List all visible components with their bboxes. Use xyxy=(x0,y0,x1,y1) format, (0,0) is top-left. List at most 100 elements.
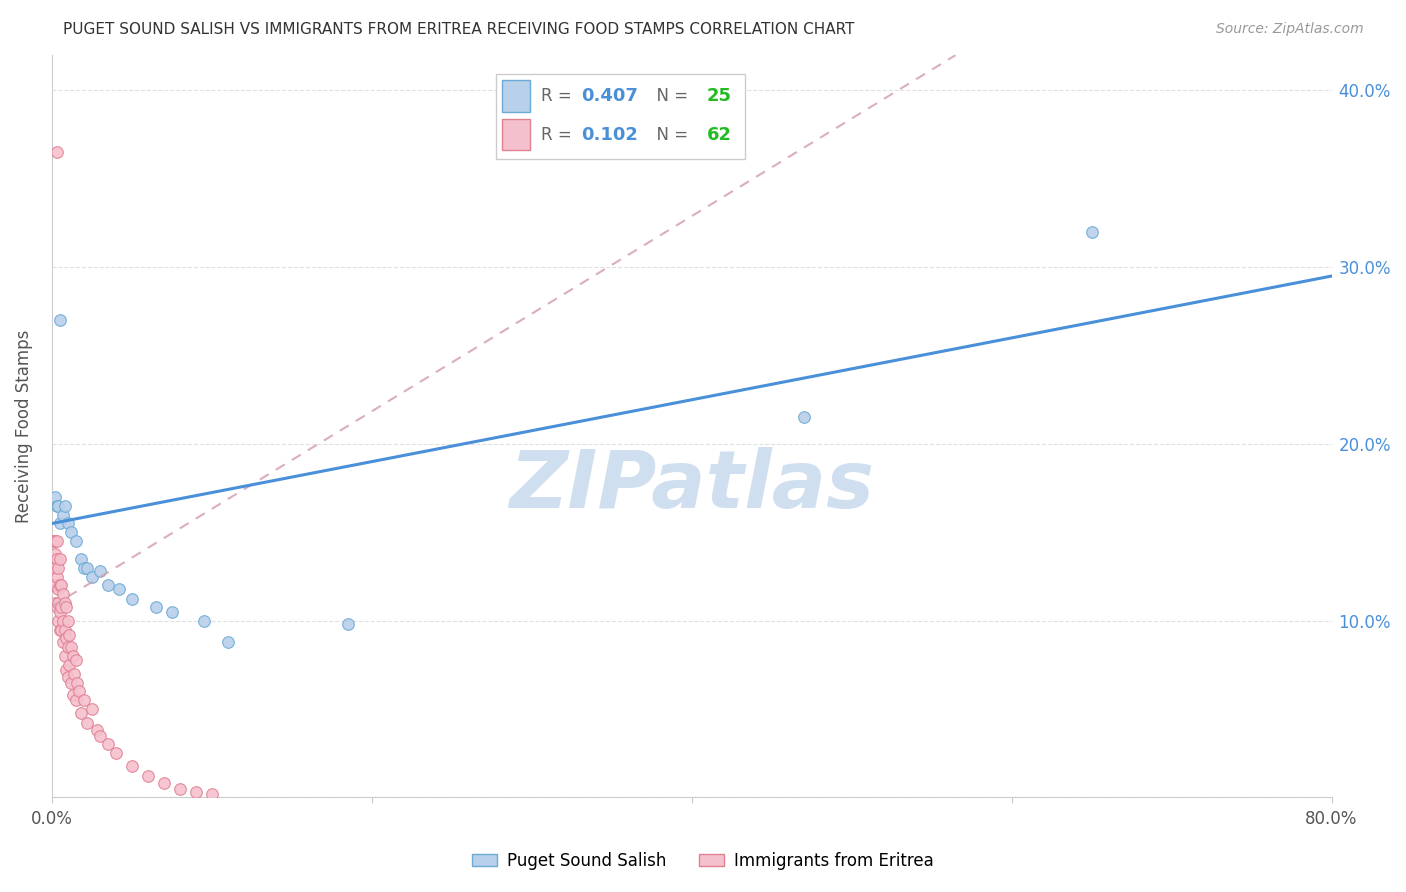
Point xyxy=(67,684,90,698)
Point xyxy=(53,648,76,663)
Point xyxy=(44,490,66,504)
Point xyxy=(45,145,67,160)
Point xyxy=(59,640,82,655)
Point xyxy=(184,785,207,799)
Point xyxy=(217,635,239,649)
Point xyxy=(193,614,215,628)
Point xyxy=(42,578,65,592)
Point xyxy=(69,552,91,566)
Text: 0.407: 0.407 xyxy=(582,87,638,105)
Point xyxy=(44,547,66,561)
Text: N =: N = xyxy=(645,87,693,105)
Point xyxy=(53,623,76,637)
Point xyxy=(58,657,80,672)
Text: PUGET SOUND SALISH VS IMMIGRANTS FROM ERITREA RECEIVING FOOD STAMPS CORRELATION : PUGET SOUND SALISH VS IMMIGRANTS FROM ER… xyxy=(63,22,855,37)
Point xyxy=(59,525,82,540)
Point xyxy=(69,706,91,720)
Text: R =: R = xyxy=(541,87,576,105)
Point xyxy=(52,508,75,522)
Text: R =: R = xyxy=(541,126,576,144)
Point xyxy=(97,578,120,592)
Point xyxy=(48,623,70,637)
Point xyxy=(152,776,174,790)
Point xyxy=(52,587,75,601)
Point xyxy=(97,738,120,752)
Point xyxy=(51,578,73,592)
Point xyxy=(56,614,79,628)
Point xyxy=(65,652,87,666)
Point xyxy=(56,516,79,531)
Point xyxy=(76,560,98,574)
Point xyxy=(44,596,66,610)
Point xyxy=(59,675,82,690)
Text: Source: ZipAtlas.com: Source: ZipAtlas.com xyxy=(1216,22,1364,37)
Point xyxy=(121,592,143,607)
Point xyxy=(42,560,65,574)
Point xyxy=(63,666,86,681)
Point xyxy=(48,552,70,566)
Point xyxy=(145,599,167,614)
Point xyxy=(48,578,70,592)
Point xyxy=(58,628,80,642)
Point xyxy=(160,605,183,619)
Point xyxy=(73,560,96,574)
Point xyxy=(53,596,76,610)
Point xyxy=(45,499,67,513)
Point xyxy=(46,582,69,596)
Point xyxy=(73,693,96,707)
Legend: Puget Sound Salish, Immigrants from Eritrea: Puget Sound Salish, Immigrants from Erit… xyxy=(465,846,941,877)
Point xyxy=(42,552,65,566)
Point xyxy=(86,723,108,738)
Text: ZIPatlas: ZIPatlas xyxy=(509,447,875,524)
FancyBboxPatch shape xyxy=(502,80,530,112)
Point xyxy=(65,693,87,707)
Point xyxy=(121,758,143,772)
FancyBboxPatch shape xyxy=(502,119,530,150)
Point xyxy=(62,688,84,702)
Point xyxy=(52,614,75,628)
Point xyxy=(44,578,66,592)
Point xyxy=(46,499,69,513)
Text: 0.102: 0.102 xyxy=(582,126,638,144)
Point xyxy=(51,623,73,637)
Point xyxy=(80,569,103,583)
Point xyxy=(108,582,131,596)
Point xyxy=(44,534,66,549)
Point xyxy=(201,787,224,801)
Point xyxy=(44,560,66,574)
Point xyxy=(104,746,127,760)
Point xyxy=(46,596,69,610)
Point xyxy=(51,599,73,614)
Point xyxy=(169,781,191,796)
Point xyxy=(45,569,67,583)
Point xyxy=(48,516,70,531)
Text: 25: 25 xyxy=(707,87,733,105)
Point xyxy=(48,605,70,619)
Point xyxy=(56,640,79,655)
Point xyxy=(1080,225,1102,239)
Point xyxy=(56,670,79,684)
Point xyxy=(62,648,84,663)
Point xyxy=(53,499,76,513)
Point xyxy=(65,534,87,549)
FancyBboxPatch shape xyxy=(496,74,745,159)
Point xyxy=(46,614,69,628)
Point xyxy=(45,534,67,549)
Point xyxy=(52,635,75,649)
Point xyxy=(80,702,103,716)
Point xyxy=(89,564,111,578)
Point xyxy=(793,410,815,425)
Text: N =: N = xyxy=(645,126,693,144)
Point xyxy=(336,617,359,632)
Text: 62: 62 xyxy=(707,126,733,144)
Point xyxy=(48,313,70,327)
Y-axis label: Receiving Food Stamps: Receiving Food Stamps xyxy=(15,330,32,523)
Point xyxy=(55,663,77,677)
Point xyxy=(45,552,67,566)
Point xyxy=(136,769,159,783)
Point xyxy=(46,560,69,574)
Point xyxy=(55,599,77,614)
Point xyxy=(66,675,89,690)
Point xyxy=(45,599,67,614)
Point xyxy=(76,716,98,731)
